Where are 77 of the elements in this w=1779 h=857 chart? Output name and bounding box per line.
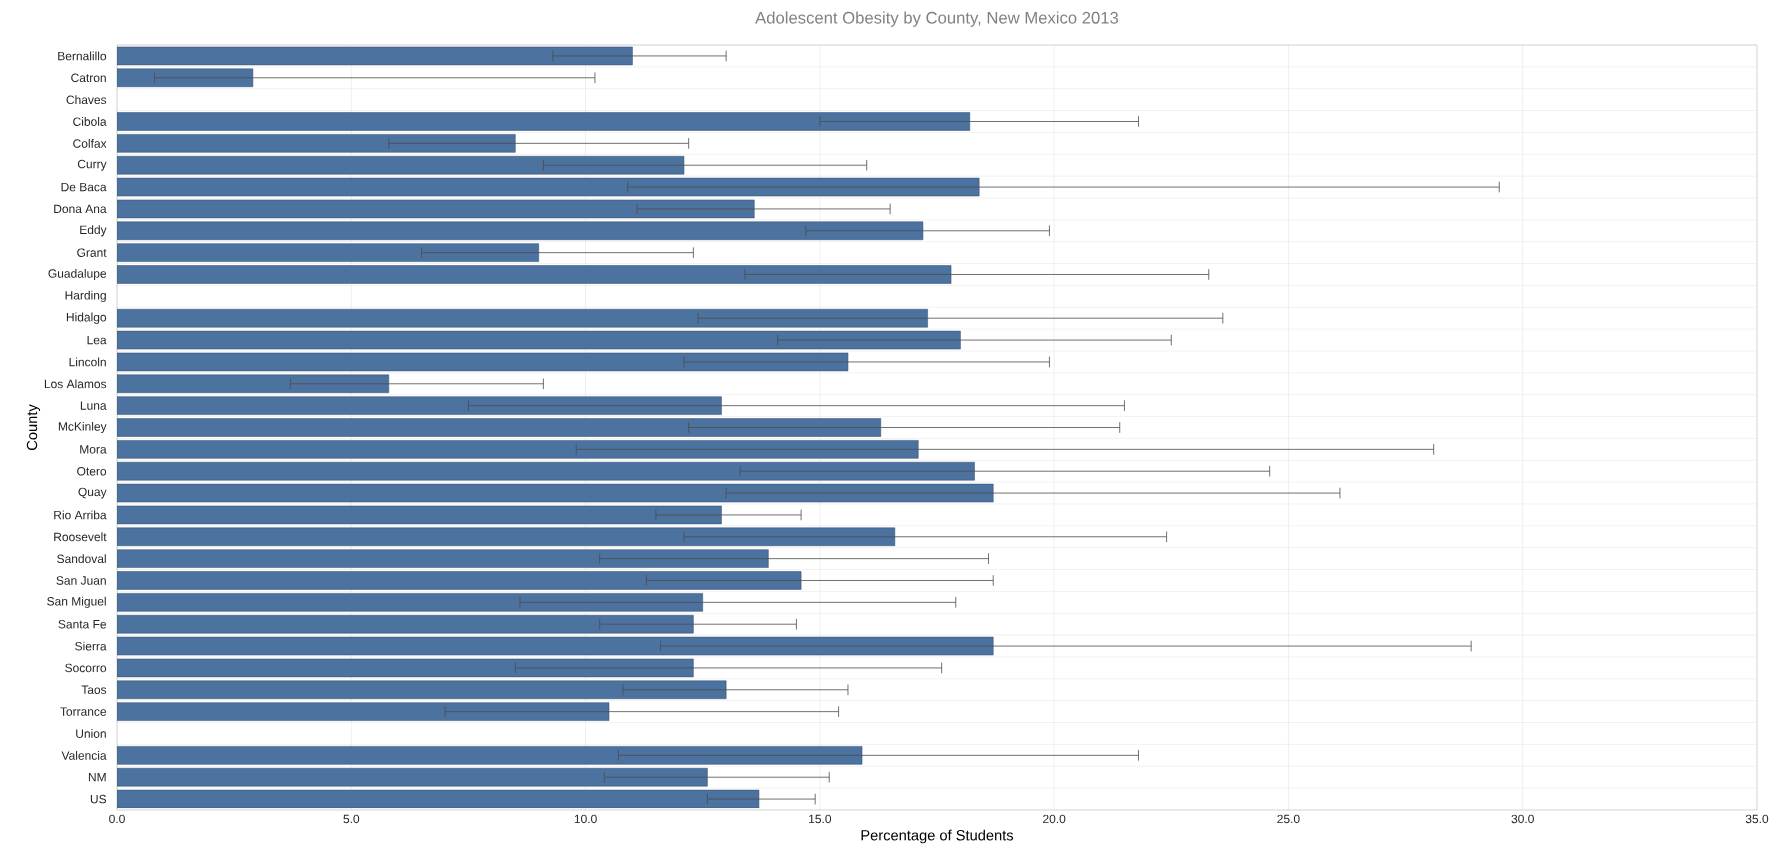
y-tick-label: Bernalillo bbox=[58, 51, 107, 61]
bar bbox=[117, 746, 863, 765]
y-tick-label: Otero bbox=[77, 466, 107, 476]
y-tick-label: Guadalupe bbox=[48, 268, 107, 281]
x-axis-title: Percentage of Students bbox=[861, 829, 1014, 844]
y-tick-label: Rio Arriba bbox=[54, 510, 107, 520]
y-tick-label: US bbox=[90, 794, 107, 804]
y-tick-label: Socorro bbox=[65, 663, 107, 673]
y-tick-label: McKinley bbox=[58, 421, 107, 434]
bar bbox=[117, 177, 980, 197]
bar bbox=[117, 374, 390, 394]
bar bbox=[117, 461, 975, 481]
y-tick-label: Luna bbox=[80, 401, 107, 410]
y-tick-label: Chaves bbox=[66, 95, 107, 105]
bar bbox=[117, 265, 952, 284]
bar bbox=[117, 396, 722, 415]
y-tick-label: San Juan bbox=[56, 576, 106, 585]
bar bbox=[117, 221, 924, 241]
bar bbox=[117, 636, 994, 656]
y-tick-label: Union bbox=[76, 729, 106, 738]
bar bbox=[117, 527, 896, 547]
y-tick-label: Harding bbox=[65, 290, 106, 302]
x-tick-label: 15.0 bbox=[809, 814, 832, 824]
y-tick-label: Lincoln bbox=[69, 357, 106, 367]
x-tick-label: 0.0 bbox=[109, 814, 125, 824]
y-tick-label: Curry bbox=[77, 159, 107, 171]
bar bbox=[117, 549, 769, 568]
y-tick-label: Catron bbox=[71, 73, 106, 83]
chart-title: Adolescent Obesity by County, New Mexico 2013 bbox=[755, 11, 1119, 27]
bar bbox=[117, 571, 802, 590]
bar bbox=[117, 680, 727, 700]
y-tick-label: NM bbox=[88, 773, 106, 782]
y-tick-label: Torrance bbox=[60, 707, 107, 716]
bar bbox=[117, 505, 722, 525]
bar bbox=[117, 155, 685, 175]
y-tick-label: San Miguel bbox=[47, 596, 106, 608]
bar bbox=[117, 352, 849, 372]
y-tick-label: Sierra bbox=[75, 641, 107, 651]
y-tick-label: Los Alamos bbox=[44, 379, 107, 389]
x-tick-label: 25.0 bbox=[1277, 814, 1300, 824]
y-tick-label: Grant bbox=[77, 248, 107, 257]
y-tick-label: Hidalgo bbox=[66, 312, 107, 324]
bar bbox=[117, 46, 633, 66]
bar bbox=[117, 702, 610, 721]
bar bbox=[117, 483, 994, 503]
x-tick-label: 20.0 bbox=[1043, 814, 1066, 824]
y-tick-label: Cibola bbox=[73, 117, 107, 126]
y-tick-label: De Baca bbox=[61, 182, 107, 192]
y-tick-label: Taos bbox=[81, 685, 107, 694]
y-tick-label: Sandoval bbox=[57, 554, 106, 564]
y-tick-label: Santa Fe bbox=[58, 619, 107, 629]
bar bbox=[117, 199, 755, 219]
bar bbox=[117, 308, 928, 328]
y-tick-label: Eddy bbox=[80, 225, 107, 237]
x-tick-label: 35.0 bbox=[1745, 814, 1769, 824]
bar bbox=[117, 789, 760, 809]
bar bbox=[117, 418, 882, 437]
bar bbox=[117, 243, 539, 262]
x-tick-label: 10.0 bbox=[574, 814, 597, 824]
y-axis-title: County bbox=[26, 404, 41, 450]
y-tick-label: Mora bbox=[80, 445, 107, 454]
y-tick-label: Lea bbox=[87, 335, 107, 345]
bar bbox=[117, 593, 703, 612]
y-tick-label: Valencia bbox=[61, 750, 107, 760]
bar bbox=[117, 658, 694, 678]
bar bbox=[117, 614, 694, 634]
y-tick-label: Roosevelt bbox=[54, 532, 107, 542]
bar bbox=[117, 767, 708, 787]
y-tick-label: Dona Ana bbox=[54, 204, 107, 214]
y-tick-label: Quay bbox=[78, 487, 107, 499]
bar bbox=[117, 134, 516, 153]
bar bbox=[117, 112, 971, 131]
y-tick-label: Colfax bbox=[73, 138, 107, 148]
bar bbox=[117, 440, 919, 459]
x-tick-label: 5.0 bbox=[343, 814, 360, 824]
bar bbox=[117, 330, 961, 350]
x-tick-label: 30.0 bbox=[1511, 814, 1534, 824]
